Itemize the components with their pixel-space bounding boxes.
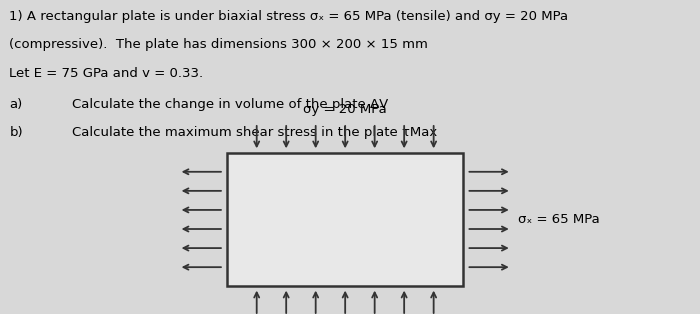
Text: Calculate the change in volume of the plate ΔV: Calculate the change in volume of the pl… bbox=[72, 98, 388, 111]
Text: Calculate the maximum shear stress in the plate τMax: Calculate the maximum shear stress in th… bbox=[72, 126, 438, 139]
Text: (compressive).  The plate has dimensions 300 × 200 × 15 mm: (compressive). The plate has dimensions … bbox=[10, 39, 428, 51]
Text: Let E = 75 GPa and v = 0.33.: Let E = 75 GPa and v = 0.33. bbox=[10, 67, 204, 80]
Text: b): b) bbox=[10, 126, 23, 139]
Bar bbox=[228, 153, 463, 286]
Text: 1) A rectangular plate is under biaxial stress σₓ = 65 MPa (tensile) and σy = 20: 1) A rectangular plate is under biaxial … bbox=[10, 10, 568, 23]
Text: σₓ = 65 MPa: σₓ = 65 MPa bbox=[519, 213, 600, 226]
Text: a): a) bbox=[10, 98, 22, 111]
Text: σy = 20 MPa: σy = 20 MPa bbox=[303, 103, 387, 116]
